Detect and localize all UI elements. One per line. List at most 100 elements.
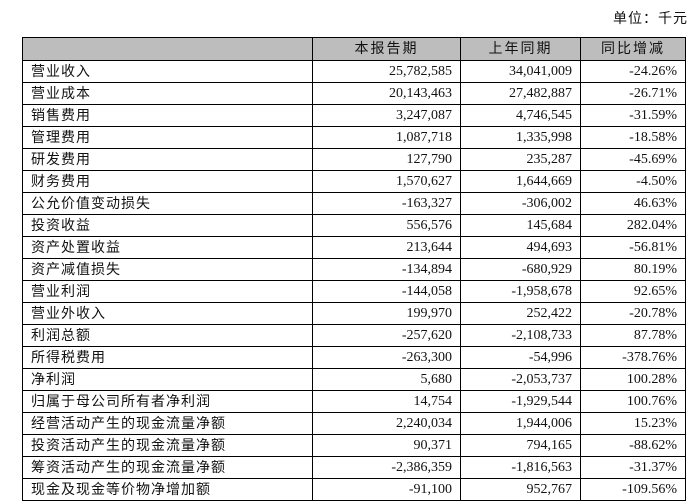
row-prior-value: -306,002 (460, 192, 581, 215)
row-prior-value: 145,684 (460, 214, 581, 237)
row-prior-value: 494,693 (460, 236, 581, 259)
table-row: 归属于母公司所有者净利润 14,754 -1,929,544 100.76% (22, 390, 686, 413)
row-current-value: -163,327 (312, 192, 461, 215)
row-item-label: 资产处置收益 (22, 236, 313, 259)
row-current-value: -2,386,359 (312, 456, 461, 479)
row-item-label: 利润总额 (22, 324, 313, 347)
table-row: 研发费用 127,790 235,287 -45.69% (22, 148, 686, 171)
row-item-label: 归属于母公司所有者净利润 (22, 390, 313, 413)
row-change-value: -4.50% (580, 170, 686, 193)
row-item-label: 营业收入 (22, 60, 313, 83)
row-current-value: 199,970 (312, 302, 461, 325)
row-change-value: 92.65% (580, 280, 686, 303)
row-current-value: 127,790 (312, 148, 461, 171)
row-prior-value: -2,108,733 (460, 324, 581, 347)
table-header: 本报告期 上年同期 同比增减 (22, 37, 686, 61)
row-change-value: 282.04% (580, 214, 686, 237)
table-row: 财务费用 1,570,627 1,644,669 -4.50% (22, 170, 686, 193)
row-item-label: 销售费用 (22, 104, 313, 127)
row-current-value: 1,570,627 (312, 170, 461, 193)
row-item-label: 营业利润 (22, 280, 313, 303)
header-yoy-change: 同比增减 (580, 37, 686, 61)
row-current-value: 20,143,463 (312, 82, 461, 105)
row-item-label: 投资收益 (22, 214, 313, 237)
row-current-value: 213,644 (312, 236, 461, 259)
financial-table: 本报告期 上年同期 同比增减 营业收入 25,782,585 34,041,009-… (22, 37, 686, 501)
table-row: 营业收入 25,782,585 34,041,009 -24.26% (22, 60, 686, 83)
row-prior-value: -54,996 (460, 346, 581, 369)
row-current-value: 90,371 (312, 434, 461, 457)
table-row: 净利润 5,680 -2,053,737 100.28% (22, 368, 686, 391)
header-row: 本报告期 上年同期 同比增减 (22, 37, 686, 61)
row-current-value: -91,100 (312, 478, 461, 501)
row-change-value: 80.19% (580, 258, 686, 281)
row-item-label: 筹资活动产生的现金流量净额 (22, 456, 313, 479)
table-body: 营业收入 25,782,585 34,041,009 -24.26% 营业成本 20,14… (22, 60, 686, 501)
row-item-label: 投资活动产生的现金流量净额 (22, 434, 313, 457)
row-prior-value: 1,944,006 (460, 412, 581, 435)
row-change-value: -109.56% (580, 478, 686, 501)
row-prior-value: 4,746,545 (460, 104, 581, 127)
table-row: 投资收益 556,576 145,684 282.04% (22, 214, 686, 237)
row-prior-value: 1,335,998 (460, 126, 581, 149)
row-prior-value: -1,958,678 (460, 280, 581, 303)
row-item-label: 财务费用 (22, 170, 313, 193)
row-current-value: 25,782,585 (312, 60, 461, 83)
row-current-value: 1,087,718 (312, 126, 461, 149)
row-prior-value: -680,929 (460, 258, 581, 281)
row-change-value: -378.76% (580, 346, 686, 369)
row-change-value: 100.76% (580, 390, 686, 413)
row-change-value: 100.28% (580, 368, 686, 391)
row-change-value: -26.71% (580, 82, 686, 105)
row-current-value: 14,754 (312, 390, 461, 413)
row-prior-value: 235,287 (460, 148, 581, 171)
row-change-value: -18.58% (580, 126, 686, 149)
row-item-label: 管理费用 (22, 126, 313, 149)
row-prior-value: 794,165 (460, 434, 581, 457)
row-change-value: -45.69% (580, 148, 686, 171)
table-row: 营业外收入 199,970 252,422 -20.78% (22, 302, 686, 325)
unit-label: 单位：千元 (613, 11, 688, 27)
row-change-value: 87.78% (580, 324, 686, 347)
row-current-value: 2,240,034 (312, 412, 461, 435)
table-row: 营业利润 -144,058 -1,958,678 92.65% (22, 280, 686, 303)
row-item-label: 经营活动产生的现金流量净额 (22, 412, 313, 435)
table-row: 资产减值损失 -134,894 -680,929 80.19% (22, 258, 686, 281)
row-change-value: -31.37% (580, 456, 686, 479)
row-change-value: -56.81% (580, 236, 686, 259)
row-change-value: 46.63% (580, 192, 686, 215)
table-row: 营业成本 20,143,463 27,482,887 -26.71% (22, 82, 686, 105)
table-row: 管理费用 1,087,718 1,335,998 -18.58% (22, 126, 686, 149)
row-current-value: 5,680 (312, 368, 461, 391)
table-row: 利润总额 -257,620 -2,108,733 87.78% (22, 324, 686, 347)
row-item-label: 营业成本 (22, 82, 313, 105)
row-prior-value: 952,767 (460, 478, 581, 501)
table-row: 筹资活动产生的现金流量净额 -2,386,359 -1,816,563 -31.37% (22, 456, 686, 479)
row-change-value: -24.26% (580, 60, 686, 83)
header-prior-period: 上年同期 (460, 37, 581, 61)
row-prior-value: 27,482,887 (460, 82, 581, 105)
row-current-value: 3,247,087 (312, 104, 461, 127)
row-item-label: 净利润 (22, 368, 313, 391)
table-row: 所得税费用 -263,300 -54,996 -378.76% (22, 346, 686, 369)
row-item-label: 资产减值损失 (22, 258, 313, 281)
table-row: 现金及现金等价物净增加额 -91,100 952,767 -109.56% (22, 478, 686, 501)
row-item-label: 现金及现金等价物净增加额 (22, 478, 313, 501)
row-current-value: -134,894 (312, 258, 461, 281)
row-item-label: 研发费用 (22, 148, 313, 171)
table-row: 经营活动产生的现金流量净额 2,240,034 1,944,006 15.23% (22, 412, 686, 435)
header-item (22, 37, 313, 61)
row-prior-value: -1,816,563 (460, 456, 581, 479)
row-change-value: 15.23% (580, 412, 686, 435)
table-row: 投资活动产生的现金流量净额 90,371 794,165 -88.62% (22, 434, 686, 457)
table-row: 公允价值变动损失 -163,327 -306,002 46.63% (22, 192, 686, 215)
row-prior-value: -2,053,737 (460, 368, 581, 391)
row-current-value: 556,576 (312, 214, 461, 237)
row-prior-value: 34,041,009 (460, 60, 581, 83)
row-current-value: -257,620 (312, 324, 461, 347)
row-change-value: -20.78% (580, 302, 686, 325)
row-item-label: 所得税费用 (22, 346, 313, 369)
row-item-label: 营业外收入 (22, 302, 313, 325)
row-item-label: 公允价值变动损失 (22, 192, 313, 215)
table-row: 销售费用 3,247,087 4,746,545 -31.59% (22, 104, 686, 127)
